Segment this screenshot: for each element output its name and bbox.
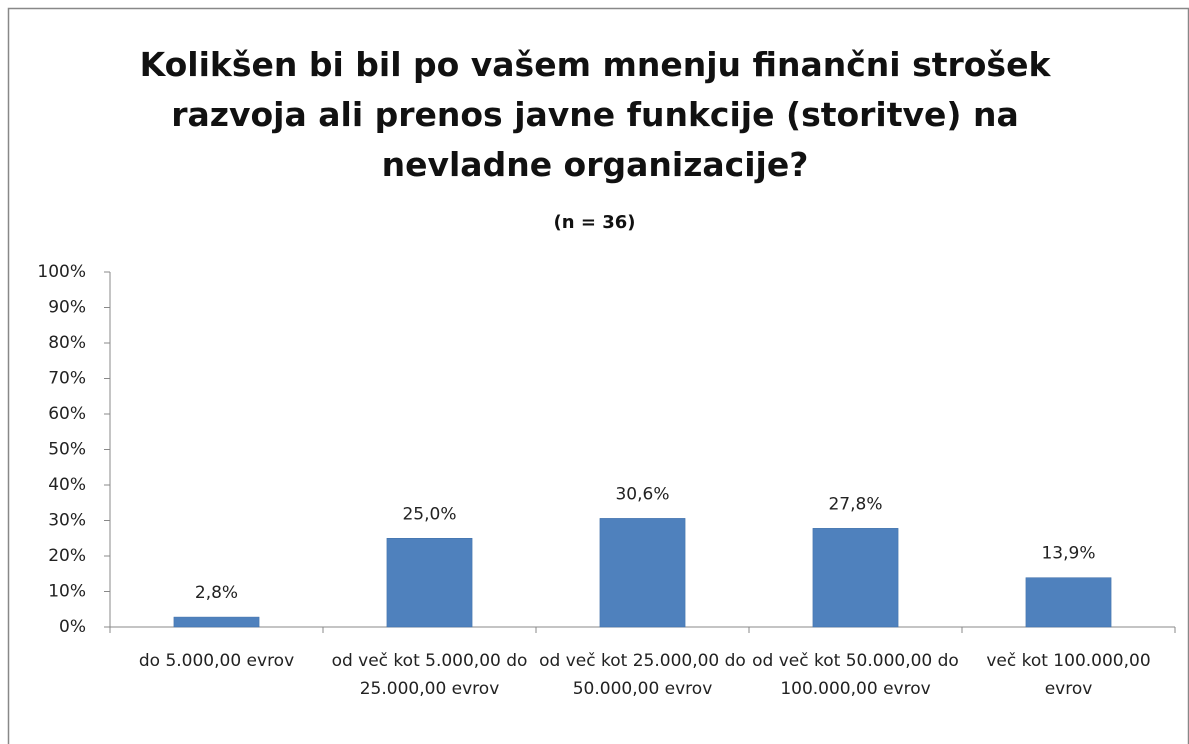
data-label: 13,9% bbox=[1041, 544, 1095, 564]
y-tick-label: 90% bbox=[48, 298, 86, 318]
bar bbox=[812, 528, 899, 628]
bar bbox=[1025, 577, 1112, 628]
data-label: 27,8% bbox=[828, 494, 882, 514]
data-label: 25,0% bbox=[402, 504, 456, 524]
x-tick-label: več kot 100.000,00 evrov bbox=[986, 651, 1151, 699]
data-label: 2,8% bbox=[195, 583, 238, 603]
y-tick-label: 50% bbox=[48, 440, 86, 460]
y-tick-label: 80% bbox=[48, 333, 86, 353]
bar bbox=[599, 518, 686, 628]
data-label: 30,6% bbox=[615, 484, 669, 504]
bar bbox=[173, 616, 260, 628]
x-tick-label: od več kot 50.000,00 do 100.000,00 evrov bbox=[752, 651, 959, 699]
x-tick-label: od več kot 25.000,00 do 50.000,00 evrov bbox=[539, 651, 746, 699]
y-tick-label: 60% bbox=[48, 404, 86, 424]
y-tick-label: 40% bbox=[48, 475, 86, 495]
y-tick-label: 30% bbox=[48, 511, 86, 531]
y-tick-label: 10% bbox=[48, 582, 86, 602]
y-tick-label: 70% bbox=[48, 369, 86, 389]
chart-subtitle: (n = 36) bbox=[553, 212, 636, 233]
x-tick-label: od več kot 5.000,00 do 25.000,00 evrov bbox=[331, 651, 528, 699]
y-tick-label: 0% bbox=[59, 617, 86, 637]
chart-title: Kolikšen bi bil po vašem mnenju finančni… bbox=[139, 45, 1051, 184]
y-tick-label: 20% bbox=[48, 546, 86, 566]
x-tick-label: do 5.000,00 evrov bbox=[138, 651, 295, 671]
y-tick-label: 100% bbox=[37, 262, 86, 282]
bar bbox=[386, 538, 473, 628]
